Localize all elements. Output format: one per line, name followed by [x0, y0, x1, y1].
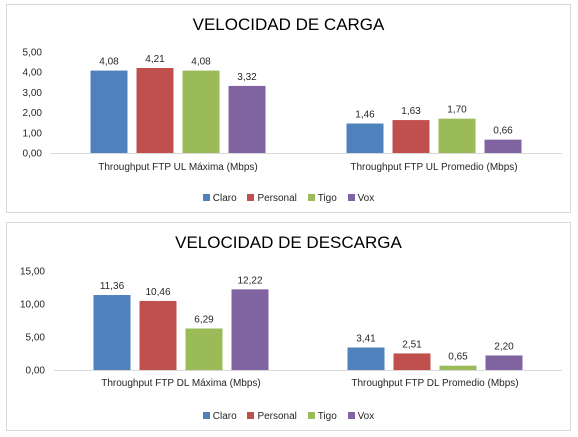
legend-label: Vox — [357, 411, 375, 422]
bar — [90, 70, 128, 153]
data-label: 3,32 — [237, 72, 257, 83]
legend-swatch — [307, 411, 315, 419]
data-label: 2,51 — [402, 339, 422, 350]
chart-title: VELOCIDAD DE CARGA — [192, 15, 385, 34]
y-tick-label: 5,00 — [26, 333, 46, 344]
bar — [439, 365, 477, 370]
legend-label: Personal — [257, 193, 297, 204]
y-tick-label: 1,00 — [23, 128, 43, 139]
chart-legend: Claro Personal Tigo Vox — [7, 411, 570, 422]
bar — [485, 355, 523, 370]
bar — [139, 300, 177, 370]
legend-swatch — [347, 193, 355, 201]
legend-swatch — [202, 411, 210, 419]
data-label: 3,41 — [356, 333, 376, 344]
chart-legend: Claro Personal Tigo Vox — [7, 193, 570, 204]
download-chart-plot: 0,00 5,00 10,00 15,00 11,36 10,46 6,29 12,22 Thr… — [20, 267, 562, 389]
bar — [346, 123, 384, 153]
upload-chart-panel: VELOCIDAD DE CARGA 0,00 1,00 2,00 3,00 4,00 5… — [6, 4, 571, 213]
y-tick-label: 5,00 — [23, 48, 43, 59]
bar — [393, 353, 431, 370]
bar — [231, 289, 269, 370]
bar — [185, 328, 223, 370]
y-tick-label: 0,00 — [26, 366, 46, 377]
legend-item-claro: Claro — [202, 411, 237, 422]
legend-label: Tigo — [317, 411, 337, 422]
data-label: 0,65 — [448, 352, 468, 363]
y-tick-label: 0,00 — [23, 149, 43, 160]
legend-swatch — [247, 193, 255, 201]
data-label: 1,46 — [355, 110, 375, 121]
download-chart-panel: VELOCIDAD DE DESCARGA 0,00 5,00 10,00 15,00… — [6, 222, 571, 431]
legend-label: Vox — [357, 193, 375, 204]
legend-swatch — [307, 193, 315, 201]
category-label: Throughput FTP UL Máxima (Mbps) — [98, 162, 258, 173]
legend-label: Claro — [212, 193, 237, 204]
bar — [347, 347, 385, 370]
bar — [136, 67, 174, 153]
legend-label: Tigo — [317, 193, 337, 204]
legend-item-tigo: Tigo — [307, 411, 337, 422]
data-label: 11,36 — [100, 281, 125, 292]
data-label: 4,21 — [145, 54, 165, 65]
data-label: 6,29 — [194, 314, 214, 325]
legend-item-vox: Vox — [347, 193, 375, 204]
legend-swatch — [347, 411, 355, 419]
y-tick-label: 15,00 — [20, 267, 45, 278]
bar — [484, 139, 522, 153]
data-label: 1,70 — [447, 105, 467, 116]
data-label: 4,08 — [191, 57, 211, 68]
category-label: Throughput FTP DL Máxima (Mbps) — [101, 378, 261, 389]
legend-item-personal: Personal — [247, 411, 297, 422]
bar — [228, 85, 266, 153]
legend-swatch — [247, 411, 255, 419]
data-label: 10,46 — [145, 287, 170, 298]
legend-label: Claro — [212, 411, 237, 422]
y-tick-label: 2,00 — [23, 108, 43, 119]
bar — [438, 118, 476, 153]
bar — [93, 295, 131, 370]
legend-item-tigo: Tigo — [307, 193, 337, 204]
category-label: Throughput FTP UL Promedio (Mbps) — [350, 162, 517, 173]
data-label: 2,20 — [494, 341, 514, 352]
legend-item-vox: Vox — [347, 411, 375, 422]
bar — [392, 120, 430, 153]
legend-swatch — [202, 193, 210, 201]
y-tick-label: 10,00 — [20, 300, 45, 311]
y-tick-label: 4,00 — [23, 68, 43, 79]
legend-item-personal: Personal — [247, 193, 297, 204]
bar — [182, 70, 220, 153]
legend-item-claro: Claro — [202, 193, 237, 204]
data-label: 12,22 — [237, 275, 262, 286]
data-label: 4,08 — [99, 57, 119, 68]
data-label: 0,66 — [493, 126, 513, 137]
chart-title: VELOCIDAD DE DESCARGA — [175, 233, 402, 252]
category-label: Throughput FTP DL Promedio (Mbps) — [351, 378, 518, 389]
upload-chart-plot: 0,00 1,00 2,00 3,00 4,00 5,00 4,08 4,21 4,08 3,32… — [23, 48, 562, 173]
legend-label: Personal — [257, 411, 297, 422]
y-tick-label: 3,00 — [23, 88, 43, 99]
data-label: 1,63 — [401, 106, 421, 117]
